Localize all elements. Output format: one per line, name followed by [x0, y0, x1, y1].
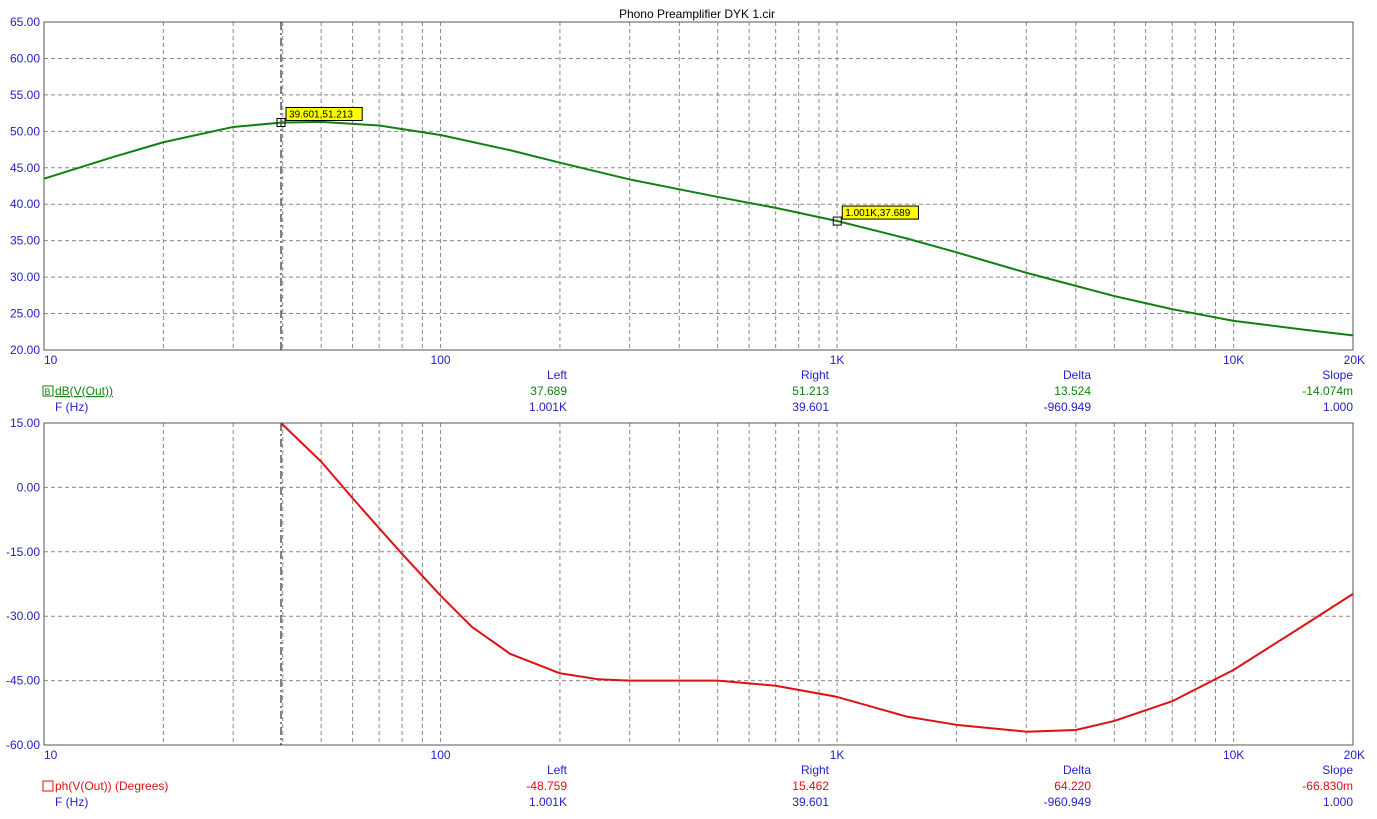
phase-readout-value: 64.220 — [1054, 779, 1091, 793]
phase-legend-box[interactable] — [42, 780, 54, 792]
mag-y-tick-label: 30.00 — [10, 270, 40, 284]
phase-y-tick-label: -45.00 — [6, 674, 40, 688]
mag-readout-value: 37.689 — [530, 384, 567, 398]
mag-readout-value: 51.213 — [792, 384, 829, 398]
mag-plot-frame — [43, 21, 1354, 351]
phase-readout-header: Right — [801, 763, 830, 777]
phase-y-tick-label: -15.00 — [6, 545, 40, 559]
phase-readout-freq: 1.001K — [529, 795, 567, 809]
phase-readout-value: 15.462 — [792, 779, 829, 793]
phase-x-tick-label: 10 — [44, 748, 58, 762]
mag-x-tick-label: 10 — [44, 353, 58, 367]
mag-readout-header: Delta — [1063, 368, 1091, 382]
phase-readout-value: -66.830m — [1302, 779, 1353, 793]
mag-readout-freq: 1.001K — [529, 400, 567, 414]
phase-plot-frame — [43, 422, 1354, 746]
mag-x-tick-label: 100 — [431, 353, 451, 367]
mag-readout-freq: 1.000 — [1323, 400, 1353, 414]
mag-readout-header: Left — [547, 368, 568, 382]
phase-x-tick-label: 1K — [830, 748, 845, 762]
phase-y-tick-label: -60.00 — [6, 738, 40, 752]
phase-x-tick-label: 10K — [1223, 748, 1244, 762]
mag-series-label: dB(V(Out)) — [55, 384, 113, 398]
mag-series-line — [43, 120, 1354, 337]
mag-y-tick-label: 35.00 — [10, 234, 40, 248]
mag-y-tick-label: 60.00 — [10, 51, 40, 65]
phase-series-label: ph(V(Out)) (Degrees) — [55, 779, 168, 793]
mag-data-marker[interactable] — [276, 117, 286, 127]
magnitude-chart[interactable]: 20.00 25.00 30.00 35.00 40.00 45.00 50.00 55.00… — [10, 15, 1365, 414]
mag-y-tick-label: 55.00 — [10, 88, 40, 102]
phase-freq-label: F (Hz) — [55, 795, 88, 809]
mag-y-tick-label: 50.00 — [10, 124, 40, 138]
phase-y-tick-label: -30.00 — [6, 609, 40, 623]
phase-y-tick-label: 0.00 — [17, 480, 41, 494]
phase-readout-header: Delta — [1063, 763, 1091, 777]
phase-readout-freq: 39.601 — [792, 795, 829, 809]
mag-y-tick-label: 20.00 — [10, 343, 40, 357]
mag-y-tick-label: 40.00 — [10, 197, 40, 211]
mag-marker-label: 39.601,51.213 — [289, 109, 353, 120]
phase-readout-freq: 1.000 — [1323, 795, 1353, 809]
phase-grid — [44, 423, 1353, 745]
mag-readout-freq: -960.949 — [1044, 400, 1092, 414]
mag-readout-header: Right — [801, 368, 830, 382]
mag-freq-label: F (Hz) — [55, 400, 88, 414]
phase-x-tick-label: 100 — [431, 748, 451, 762]
phase-x-tick-label: 20K — [1344, 748, 1365, 762]
mag-x-tick-label: 1K — [830, 353, 845, 367]
mag-legend-box-glyph: B — [45, 387, 51, 397]
phase-series-line — [280, 422, 1354, 733]
phase-y-tick-label: 15.00 — [10, 416, 40, 430]
phase-readout-freq: -960.949 — [1044, 795, 1092, 809]
phase-readout-value: -48.759 — [526, 779, 567, 793]
mag-legend-box[interactable] — [42, 385, 54, 397]
phase-readout-header: Left — [547, 763, 568, 777]
phase-chart[interactable]: -60.00 -45.00 -30.00 -15.00 0.00 15.00 10 100 1K… — [6, 416, 1365, 809]
mag-marker-label: 1.001K,37.689 — [845, 208, 910, 219]
mag-y-tick-label: 25.00 — [10, 307, 40, 321]
chart-title: Phono Preamplifier DYK 1.cir — [619, 7, 775, 21]
mag-readout-freq: 39.601 — [792, 400, 829, 414]
phase-readout-header: Slope — [1322, 763, 1353, 777]
mag-marker-label-box — [841, 205, 919, 220]
mag-x-tick-label: 20K — [1344, 353, 1365, 367]
mag-data-marker[interactable] — [832, 216, 842, 226]
mag-readout-value: -14.074m — [1302, 384, 1353, 398]
mag-grid — [44, 22, 1353, 350]
mag-marker-label-box — [285, 106, 363, 121]
mag-y-tick-label: 65.00 — [10, 15, 40, 29]
mag-y-tick-label: 45.00 — [10, 161, 40, 175]
mag-readout-value: 13.524 — [1054, 384, 1091, 398]
mag-x-tick-label: 10K — [1223, 353, 1244, 367]
mag-readout-header: Slope — [1322, 368, 1353, 382]
